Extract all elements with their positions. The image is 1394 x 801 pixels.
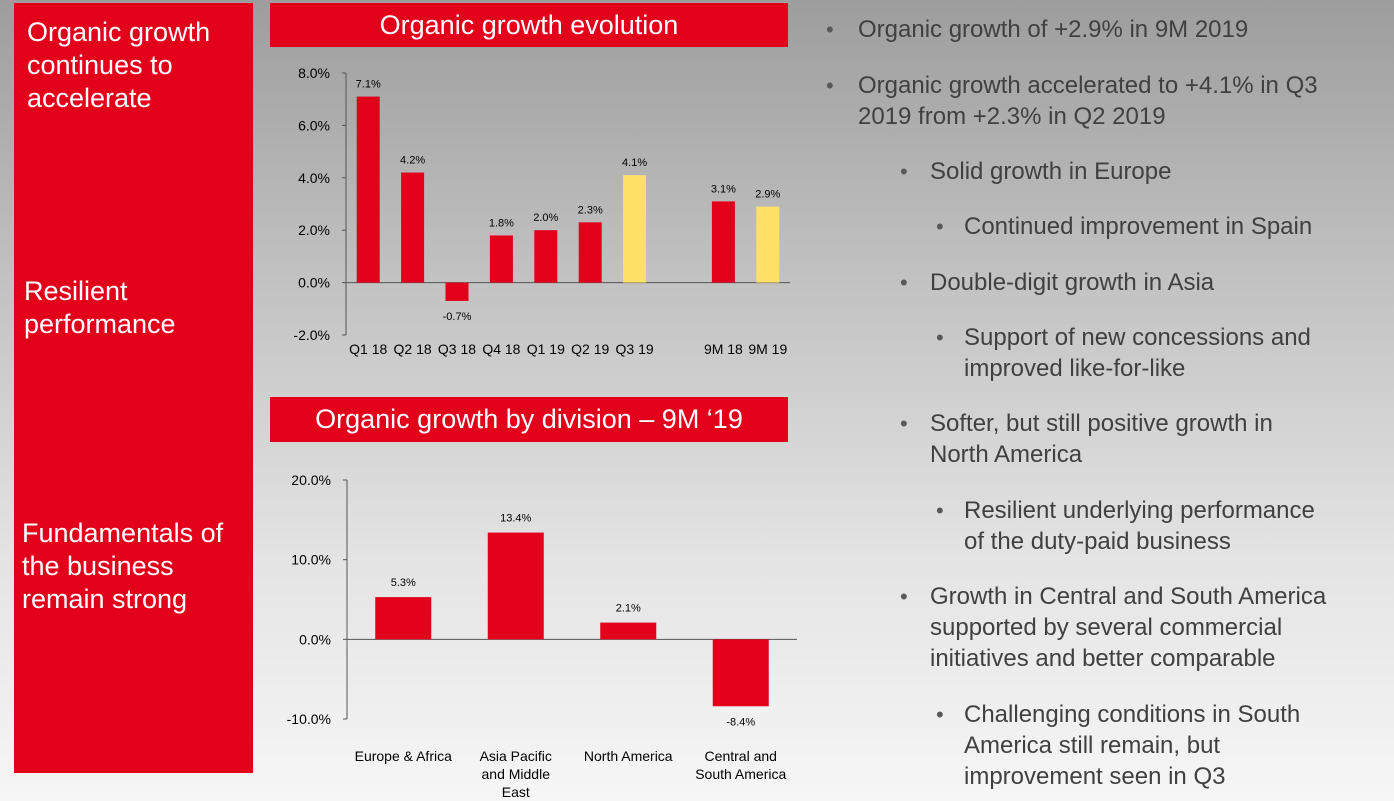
chart1-bar	[756, 206, 780, 283]
left-section-resilient: Resilient performance	[24, 276, 176, 339]
chart2-data-label: 5.3%	[391, 577, 416, 589]
chart1-bar	[356, 96, 380, 283]
chart1-data-label: 4.1%	[622, 157, 647, 169]
bullet-dot: •	[900, 270, 908, 295]
chart2-data-label: -8.4%	[726, 716, 755, 728]
chart2-bar	[375, 597, 432, 640]
bullet-dot: •	[826, 17, 834, 42]
chart1-data-label: 2.3%	[578, 204, 603, 216]
chart2-bar	[712, 639, 769, 707]
chart1-bar	[401, 172, 425, 283]
bullet-dot: •	[826, 73, 834, 98]
chart1-data-label: 3.1%	[711, 183, 736, 195]
chart1-bar	[578, 222, 602, 283]
chart1-title: Organic growth evolution	[270, 3, 788, 47]
chart2-data-label: 13.4%	[500, 513, 531, 525]
bullet-text: Growth in Central and South America supp…	[930, 583, 1327, 672]
bullet-dot: •	[900, 411, 908, 436]
chart1-category-label: 9M 19	[748, 341, 787, 357]
bullet-dot: •	[900, 584, 908, 609]
bullet-text: Softer, but still positive growth in Nor…	[930, 410, 1273, 468]
chart1-bar	[534, 230, 558, 283]
chart1-y-tick-label: 2.0%	[298, 222, 330, 238]
chart1-y-tick-label: 4.0%	[298, 170, 330, 186]
chart1-category-label: Q2 18	[394, 341, 432, 357]
bullet-text: Organic growth of +2.9% in 9M 2019	[858, 16, 1249, 43]
chart1-category-label: Q3 19	[616, 341, 654, 357]
chart1-bar	[711, 201, 735, 283]
chart1-category-label: 9M 18	[704, 341, 743, 357]
chart2-bar	[487, 532, 544, 640]
chart2-y-tick-label: 10.0%	[291, 552, 331, 568]
chart1-data-label: -0.7%	[443, 311, 472, 323]
bullet-text: Double-digit growth in Asia	[930, 269, 1215, 296]
bullet-dot: •	[936, 702, 944, 727]
chart1-data-label: 2.0%	[533, 212, 558, 224]
chart1-bar	[623, 175, 647, 283]
bullet-text: Continued improvement in Spain	[964, 213, 1313, 240]
bullet-text: Challenging conditions in South America …	[964, 701, 1301, 790]
chart2-y-tick-label: -10.0%	[287, 711, 331, 727]
chart1-data-label: 4.2%	[400, 155, 425, 167]
chart2-category-label: Europe & Africa	[355, 748, 452, 764]
chart1-bar	[489, 235, 513, 283]
chart1-y-tick-label: 8.0%	[298, 65, 330, 81]
chart2-category-label: North America	[584, 748, 673, 764]
chart1-category-label: Q2 19	[571, 341, 609, 357]
chart1-y-tick-label: 6.0%	[298, 117, 330, 133]
chart-organic-growth-evolution: 8.0% 6.0% 4.0% 2.0% 0.0% -2.0% 7.1% Q1 18 4.2% Q2…	[293, 65, 790, 357]
bullet-dot: •	[900, 159, 908, 184]
left-section-organic-growth: Organic growth continues to accelerate	[27, 17, 211, 113]
chart2-data-label: 2.1%	[616, 603, 641, 615]
chart2-category-label: Central and South America	[695, 748, 786, 782]
chart1-category-label: Q4 18	[482, 341, 520, 357]
chart1-data-label: 2.9%	[755, 189, 780, 201]
bullet-text: Organic growth accelerated to +4.1% in Q…	[858, 72, 1318, 130]
chart1-category-label: Q1 18	[349, 341, 387, 357]
left-panel	[14, 3, 253, 773]
chart1-data-label: 7.1%	[356, 79, 381, 91]
chart2-category-label: Asia Pacific and Middle East	[480, 748, 552, 800]
chart1-category-label: Q1 19	[527, 341, 565, 357]
bullet-text: Resilient underlying performance of the …	[964, 497, 1315, 555]
left-section-fundamentals: Fundamentals of the business remain stro…	[22, 518, 224, 614]
bullet-text: Solid growth in Europe	[930, 158, 1172, 185]
chart2-y-tick-label: 0.0%	[299, 631, 331, 647]
bullet-dot: •	[936, 325, 944, 350]
chart1-bar	[445, 282, 469, 301]
chart2-bar	[600, 622, 657, 640]
chart-organic-growth-by-division: 20.0% 10.0% 0.0% -10.0% 5.3% Europe & Africa 1…	[287, 472, 797, 800]
chart1-data-label: 1.8%	[489, 217, 514, 229]
chart2-y-tick-label: 20.0%	[291, 472, 331, 488]
chart1-category-label: Q3 18	[438, 341, 476, 357]
chart1-y-tick-label: -2.0%	[293, 327, 330, 343]
chart1-y-tick-label: 0.0%	[298, 275, 330, 291]
bullet-dot: •	[936, 214, 944, 239]
chart2-title: Organic growth by division – 9M ‘19	[270, 397, 788, 442]
bullet-text: Support of new concessions and improved …	[964, 324, 1311, 382]
bullet-dot: •	[936, 498, 944, 523]
